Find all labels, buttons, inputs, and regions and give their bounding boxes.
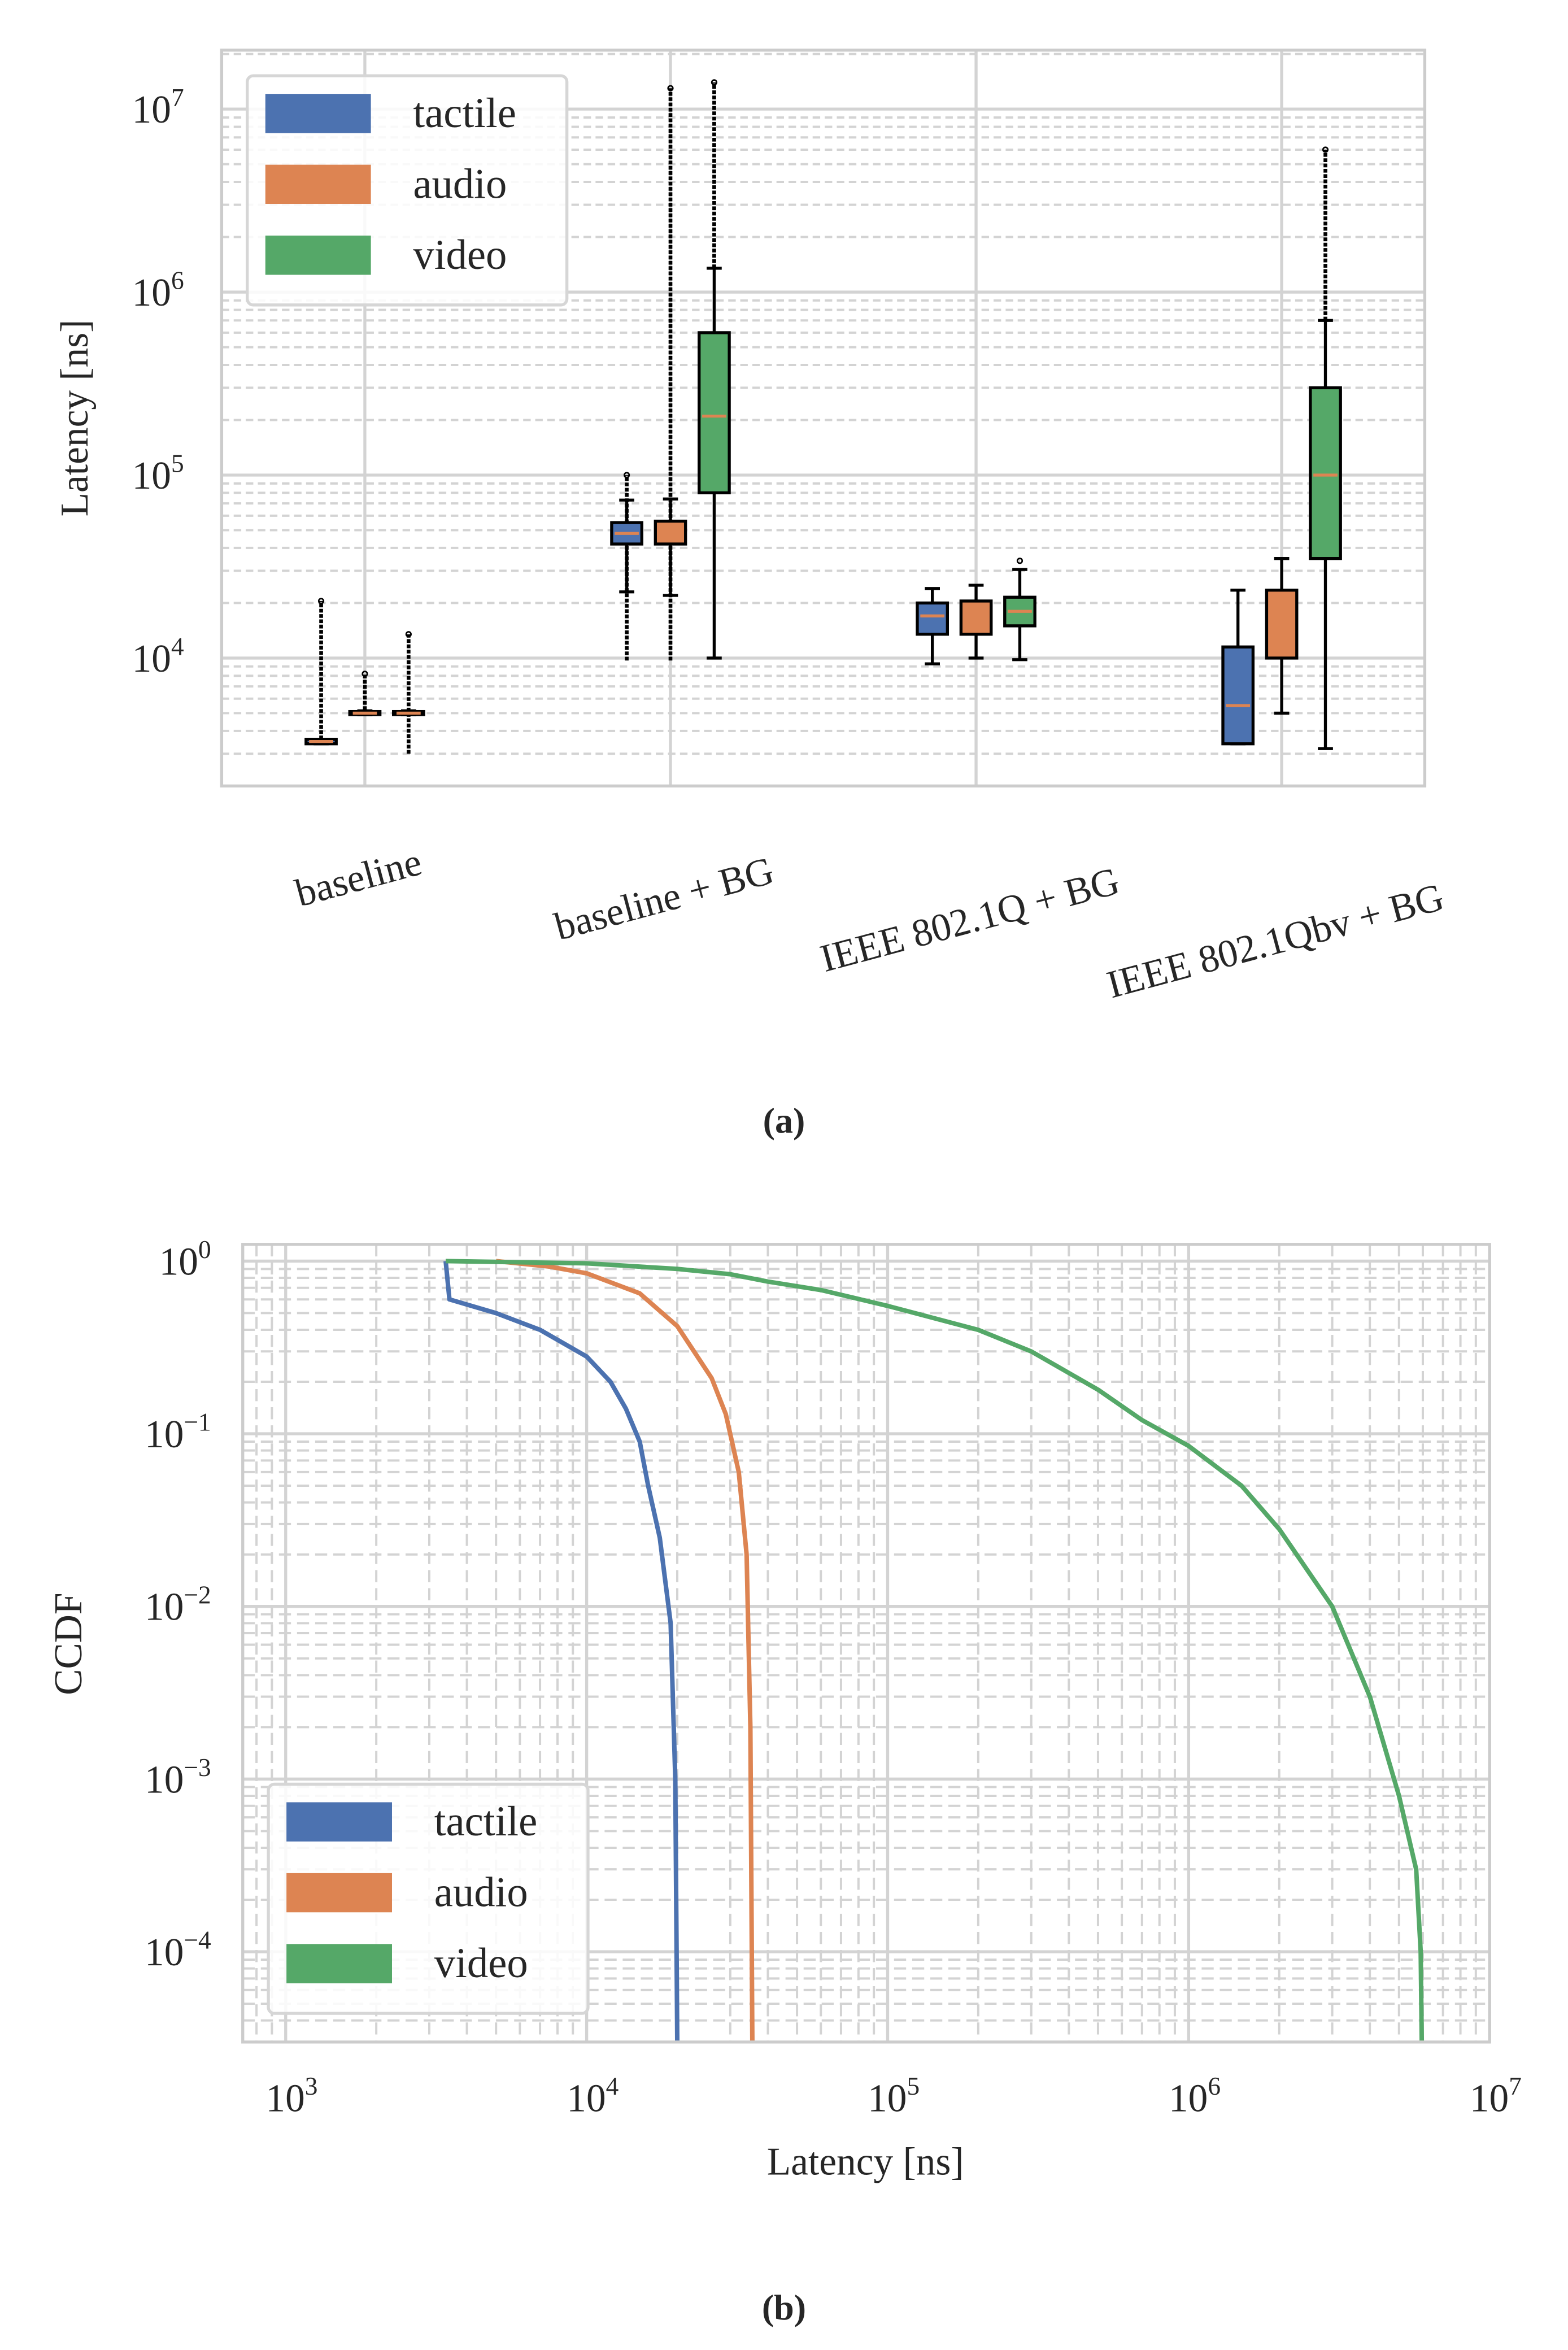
plot-b-ylabel: CCDF	[47, 1592, 90, 1695]
caption-b: (b)	[762, 2287, 806, 2327]
plot-b-xlabel: Latency [ns]	[767, 2140, 964, 2184]
box	[916, 601, 949, 636]
box-video-2	[1003, 558, 1036, 662]
flier	[1322, 146, 1329, 153]
box	[1265, 589, 1299, 660]
legend-swatch-video	[265, 236, 371, 275]
box-tactile-1	[610, 472, 643, 661]
box	[698, 331, 731, 495]
line-tactile	[443, 1261, 680, 2042]
x-tick-label: 107	[1470, 2072, 1522, 2120]
legend-label-tactile: tactile	[413, 90, 516, 137]
flier	[667, 85, 674, 92]
legend-swatch-audio	[265, 164, 371, 204]
y-tick-label: 100	[159, 1235, 211, 1283]
box-audio-1	[654, 85, 687, 661]
legend-label-audio: audio	[434, 1869, 528, 1916]
box-audio-2	[959, 584, 993, 660]
legend-swatch-video	[286, 1944, 392, 1983]
x-tick-label: IEEE 802.1Qbv + BG	[1103, 875, 1449, 1007]
caption-a: (a)	[763, 1100, 805, 1141]
legend-label-audio: audio	[413, 160, 507, 207]
plot-b-ticks: 100 10−1 10−2 10−3 10−4 103 104 105 106 107	[145, 1235, 1522, 2121]
legend-swatch-audio	[286, 1873, 392, 1913]
line-audio	[495, 1259, 755, 2042]
y-tick-label: 10−3	[145, 1753, 211, 1801]
x-tick-label: 103	[265, 2072, 317, 2120]
box-video-3	[1309, 146, 1342, 750]
box-video-1	[698, 79, 731, 660]
x-tick-label: 106	[1169, 2072, 1221, 2120]
flier	[1016, 558, 1023, 564]
flier	[623, 472, 630, 478]
legend-swatch-tactile	[265, 94, 371, 133]
y-tick-label: 10−4	[145, 1926, 211, 1974]
box-audio-3	[1265, 557, 1299, 715]
y-tick-label: 106	[132, 267, 184, 315]
legend-label-video: video	[413, 232, 507, 278]
box	[1221, 645, 1255, 746]
y-tick-label: 107	[132, 84, 184, 132]
y-tick-label: 104	[132, 633, 184, 681]
x-tick-label: 104	[567, 2072, 619, 2120]
x-tick-label: baseline + BG	[550, 849, 778, 949]
box-audio-0	[348, 671, 382, 716]
boxplot-latency: 104 105 106 107 baseline baseline + BG IEEE 80…	[53, 49, 1449, 1141]
flier	[361, 671, 368, 677]
plot-b-marks	[443, 1259, 1425, 2042]
box-video-0	[392, 631, 425, 754]
plot-a-frame	[220, 49, 1427, 788]
y-tick-label: 10−2	[145, 1581, 211, 1629]
plot-b-legend: tactile audio video	[267, 1782, 590, 2015]
line-video	[445, 1259, 1425, 2042]
box	[1309, 386, 1342, 560]
plot-a-marks	[304, 79, 1342, 754]
box-tactile-2	[916, 587, 949, 665]
legend-swatch-tactile	[286, 1802, 392, 1842]
y-tick-label: 10−1	[145, 1408, 211, 1456]
x-tick-label: baseline	[291, 840, 426, 915]
legend-label-video: video	[434, 1940, 528, 1987]
box-tactile-3	[1221, 589, 1255, 746]
x-tick-label: 105	[868, 2072, 920, 2120]
y-tick-label: 105	[132, 450, 184, 498]
flier	[711, 79, 718, 86]
flier	[317, 598, 325, 604]
flier	[405, 631, 412, 638]
legend-label-tactile: tactile	[434, 1798, 538, 1845]
plot-b-frame	[241, 1243, 1491, 2044]
x-tick-label: IEEE 802.1Q + BG	[816, 859, 1123, 981]
box-tactile-0	[304, 598, 338, 746]
plot-a-legend: tactile audio video	[246, 74, 569, 307]
plot-a-ylabel: Latency [ns]	[53, 320, 97, 517]
